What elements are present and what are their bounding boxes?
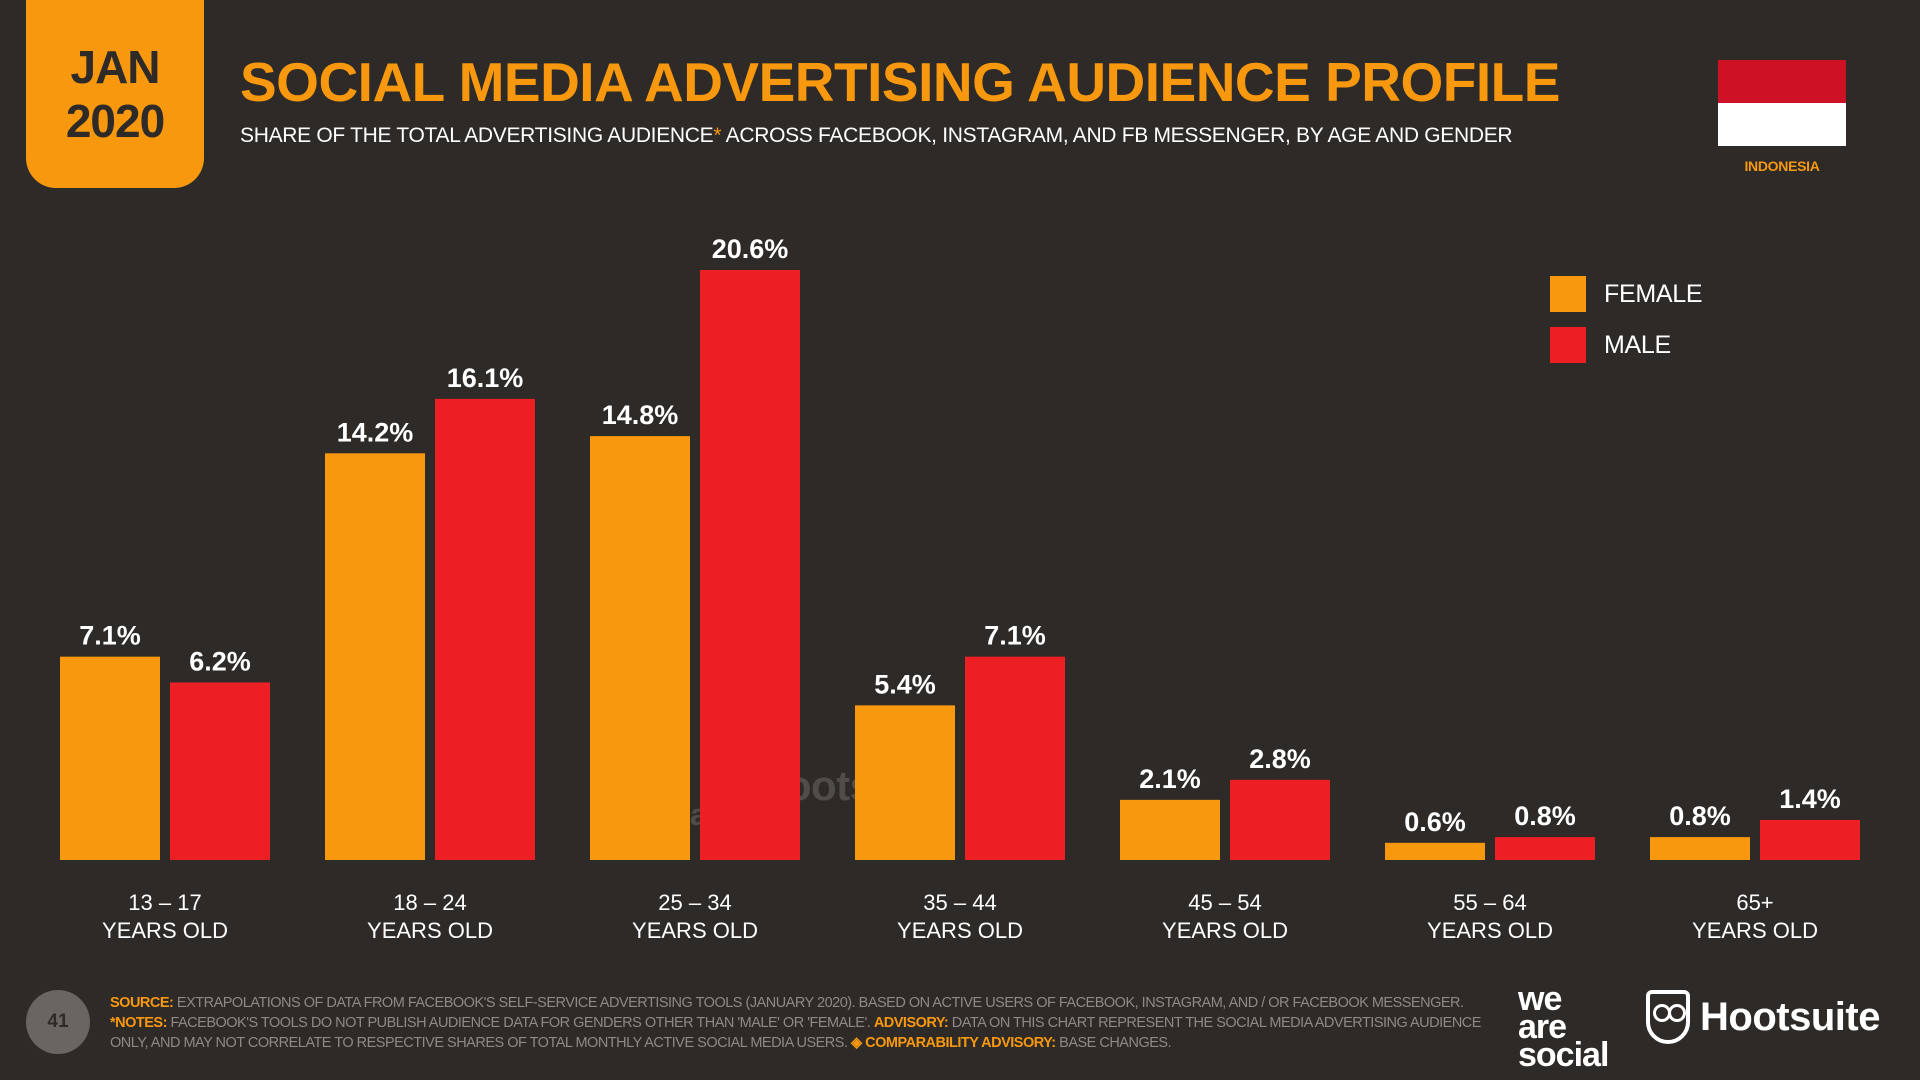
data-label-female-2: 14.8% [602, 400, 679, 430]
bar-male-0 [170, 682, 270, 860]
bar-male-2 [700, 270, 800, 860]
data-label-female-3: 5.4% [874, 669, 936, 699]
owl-icon [1646, 990, 1690, 1044]
data-label-female-1: 14.2% [337, 417, 414, 447]
bar-male-3 [965, 656, 1065, 860]
logo-was-line2: are [1518, 1007, 1567, 1046]
hootsuite-logo-text: Hootsuite [1700, 994, 1880, 1039]
data-label-male-3: 7.1% [984, 621, 1046, 651]
data-label-female-5: 0.6% [1404, 807, 1466, 837]
page-number: 41 [26, 990, 90, 1054]
x-tick-label-5-1: YEARS OLD [1427, 918, 1553, 943]
x-tick-label-0-0: 13 – 17 [128, 890, 201, 915]
page-title: SOCIAL MEDIA ADVERTISING AUDIENCE PROFIL… [240, 51, 1560, 113]
data-label-female-0: 7.1% [79, 621, 141, 651]
footer-notes: SOURCE: EXTRAPOLATIONS OF DATA FROM FACE… [110, 993, 1495, 1053]
x-tick-label-3-1: YEARS OLD [897, 918, 1023, 943]
flag-white-band [1718, 103, 1846, 146]
chart-legend: FEMALE MALE [1550, 276, 1703, 378]
bar-male-1 [435, 398, 535, 860]
data-label-female-6: 0.8% [1669, 801, 1731, 831]
x-tick-label-2-0: 25 – 34 [658, 890, 731, 915]
data-label-male-6: 1.4% [1779, 784, 1841, 814]
flag-red-band [1718, 60, 1846, 103]
x-tick-label-2-1: YEARS OLD [632, 918, 758, 943]
x-tick-label-4-1: YEARS OLD [1162, 918, 1288, 943]
x-tick-label-0-1: YEARS OLD [102, 918, 228, 943]
advisory-label: ADVISORY: [873, 1015, 949, 1031]
country-label: INDONESIA [1744, 158, 1820, 174]
x-tick-label-1-1: YEARS OLD [367, 918, 493, 943]
legend-swatch-female [1550, 276, 1586, 312]
bar-female-3 [855, 705, 955, 860]
comparability-label: ◈ COMPARABILITY ADVISORY: [851, 1035, 1056, 1051]
data-label-male-1: 16.1% [447, 363, 524, 393]
badge-month: JAN [70, 41, 160, 93]
x-tick-label-6-0: 65+ [1736, 890, 1773, 915]
hootsuite-logo: Hootsuite [1646, 990, 1880, 1044]
x-tick-label-6-1: YEARS OLD [1692, 918, 1818, 943]
x-tick-label-4-0: 45 – 54 [1188, 890, 1261, 915]
data-label-male-0: 6.2% [189, 646, 251, 676]
bar-female-5 [1385, 842, 1485, 860]
bar-male-5 [1495, 837, 1595, 860]
indonesia-flag-icon [1718, 60, 1846, 146]
notes-label: *NOTES: [110, 1015, 167, 1031]
x-tick-label-3-0: 35 – 44 [923, 890, 996, 915]
bar-female-2 [590, 436, 690, 860]
x-tick-label-1-0: 18 – 24 [393, 890, 466, 915]
subtitle-asterisk: * [713, 124, 722, 147]
legend-item-male: MALE [1550, 327, 1702, 363]
notes-text: FACEBOOK'S TOOLS DO NOT PUBLISH AUDIENCE… [166, 1015, 874, 1031]
subtitle-text-rest: ACROSS FACEBOOK, INSTAGRAM, AND FB MESSE… [721, 124, 1513, 147]
bar-female-6 [1650, 837, 1750, 860]
badge-year: 2020 [65, 95, 165, 147]
bar-female-0 [60, 656, 160, 860]
bar-male-6 [1760, 819, 1860, 860]
bar-female-1 [325, 453, 425, 860]
page-subtitle: SHARE OF THE TOTAL ADVERTISING AUDIENCE*… [240, 124, 1513, 148]
bar-male-4 [1230, 779, 1330, 860]
legend-item-female: FEMALE [1550, 276, 1703, 312]
data-label-female-4: 2.1% [1139, 764, 1201, 794]
data-label-male-2: 20.6% [712, 234, 789, 264]
data-label-male-4: 2.8% [1249, 744, 1311, 774]
source-label: SOURCE: [110, 995, 174, 1011]
legend-swatch-male [1550, 327, 1586, 363]
source-text: EXTRAPOLATIONS OF DATA FROM FACEBOOK'S S… [173, 995, 1464, 1011]
subtitle-text: SHARE OF THE TOTAL ADVERTISING AUDIENCE [240, 124, 714, 147]
we-are-social-logo: we are social [1518, 980, 1609, 1074]
logo-was-line3: social [1518, 1035, 1609, 1074]
legend-label-female: FEMALE [1604, 279, 1703, 308]
x-tick-label-5-0: 55 – 64 [1453, 890, 1526, 915]
comparability-text: BASE CHANGES. [1055, 1035, 1172, 1051]
date-badge: JAN 2020 [26, 0, 204, 188]
logo-was-line1: we [1518, 980, 1562, 1018]
bar-female-4 [1120, 799, 1220, 860]
data-label-male-5: 0.8% [1514, 801, 1576, 831]
legend-label-male: MALE [1604, 330, 1671, 359]
advisory-text: DATA ON THIS CHART REPRESENT THE SOCIAL … [110, 1015, 1481, 1051]
